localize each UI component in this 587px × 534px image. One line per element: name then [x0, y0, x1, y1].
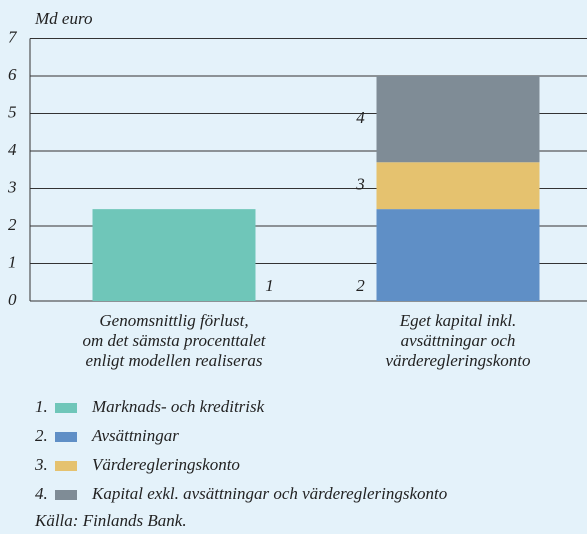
x-tick-label-line: Genomsnittlig förlust, [99, 311, 248, 330]
segment-label: 2 [356, 276, 365, 295]
y-tick-label: 4 [8, 140, 17, 159]
x-tick-label-line: värderegleringskonto [385, 351, 530, 370]
segment-label: 3 [355, 175, 365, 194]
x-tick-label-line: enligt modellen realiseras [86, 351, 263, 370]
x-tick-label-line: om det sämsta procenttalet [82, 331, 266, 350]
legend-swatch [55, 432, 77, 442]
bar-segment [92, 209, 256, 301]
y-tick-label: 6 [8, 65, 17, 84]
y-axis-label: Md euro [34, 9, 92, 28]
legend-number: 2. [35, 426, 48, 445]
legend-number: 3. [34, 455, 48, 474]
y-tick-label: 0 [8, 290, 17, 309]
legend-swatch [55, 490, 77, 500]
legend-swatch [55, 461, 77, 471]
legend-swatch [55, 403, 77, 413]
x-tick-label: Eget kapital inkl. avsättningar och värder… [385, 311, 530, 370]
source: Källa: Finlands Bank. [34, 511, 187, 530]
x-tick-label-line: Eget kapital inkl. [399, 311, 517, 330]
legend-label: Kapital exkl. avsättningar och värderegl… [91, 484, 447, 503]
y-tick-label: 1 [8, 252, 17, 271]
y-tick-label: 3 [7, 177, 17, 196]
y-tick-label: 2 [8, 215, 17, 234]
legend-number: 1. [35, 397, 48, 416]
legend-label: Värderegleringskonto [92, 455, 240, 474]
legend-label: Marknads- och kreditrisk [91, 397, 265, 416]
x-tick-label-line: avsättningar och [401, 331, 516, 350]
x-tick-label: Genomsnittlig förlust, om det sämsta proc… [82, 311, 266, 370]
bar-segment [376, 76, 540, 163]
y-tick-label: 5 [8, 102, 17, 121]
segment-label: 4 [356, 108, 365, 127]
bar-segment [376, 209, 540, 301]
legend-label: Avsättningar [91, 426, 179, 445]
segment-label: 1 [265, 276, 274, 295]
legend-number: 4. [35, 484, 48, 503]
y-tick-label: 7 [8, 27, 18, 46]
bar-segment [376, 162, 540, 210]
